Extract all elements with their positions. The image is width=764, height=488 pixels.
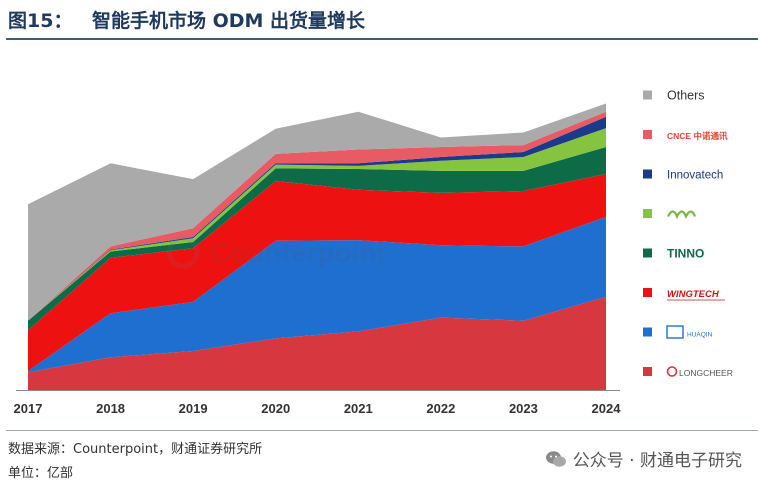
unit-note: 单位：亿部 xyxy=(8,466,74,481)
x-tick-label: 2021 xyxy=(344,401,373,416)
legend-logo-hq-icon xyxy=(666,325,684,339)
x-tick-label: 2020 xyxy=(261,401,290,416)
area-others xyxy=(28,103,606,321)
legend-logo-innovatech: Innovatech xyxy=(667,170,723,182)
legend-swatch xyxy=(643,209,652,218)
figure-number: 图15： xyxy=(8,10,73,32)
legend-entry-others: Others xyxy=(643,89,705,103)
legend-entry-huaqin: HUAQIN xyxy=(643,325,713,339)
x-tick-label: 2023 xyxy=(509,401,538,416)
x-tick-label: 2024 xyxy=(592,401,622,416)
area-tinno xyxy=(28,147,606,331)
wechat-watermark: 公众号 · 财通电子研究 xyxy=(545,446,742,471)
source-note: 数据来源：Counterpoint，财通证券研究所 xyxy=(8,442,263,457)
legend-logo-cnce: CNCE 中诺通讯 xyxy=(667,131,728,141)
legend-logo-longcheer-icon xyxy=(666,366,678,377)
watermark-logo-icon xyxy=(166,235,200,269)
legend-logo-huaqin: HUAQIN xyxy=(687,332,713,339)
x-tick-label: 2018 xyxy=(96,401,125,416)
watermark-text: Counterpoint xyxy=(210,237,386,268)
x-tick-label: 2022 xyxy=(426,401,455,416)
legend-entry-longcheer: LONGCHEER xyxy=(643,366,733,378)
footer-rule xyxy=(6,430,758,431)
legend-label: Others xyxy=(667,89,705,103)
counterpoint-watermark: Counterpoint xyxy=(166,235,386,269)
figure-title: 智能手机市场 ODM 出货量增长 xyxy=(92,10,366,32)
area-cnce xyxy=(28,111,606,321)
area-longcheer-sub xyxy=(28,128,606,321)
legend-swatch xyxy=(643,169,652,179)
wechat-icon xyxy=(545,450,566,467)
area-wingtech xyxy=(28,174,606,372)
legend-entry-cnce: CNCE 中诺通讯 xyxy=(643,130,728,141)
legend-entry-tinno: TINNO xyxy=(643,247,704,261)
legend-swatch xyxy=(643,130,652,139)
legend-swatch xyxy=(643,367,652,376)
title-rule xyxy=(6,38,758,40)
area-huaqin xyxy=(28,216,606,373)
legend-logo-wave-icon xyxy=(667,210,697,220)
wechat-account: 公众号 · 财通电子研究 xyxy=(572,451,742,471)
legend-logo-tinno: TINNO xyxy=(667,247,704,261)
legend-box xyxy=(628,76,742,388)
legend: Others CNCE 中诺通讯 Innovatech TINNO WINGTECH HU… xyxy=(628,76,742,388)
legend-swatch xyxy=(643,288,652,297)
legend-entry-longcheer-sub xyxy=(643,209,697,220)
legend-entry-wingtech: WINGTECH xyxy=(643,288,725,301)
legend-logo-longcheer: LONGCHEER xyxy=(679,368,733,378)
chart-title: 图15： 智能手机市场 ODM 出货量增长 xyxy=(8,6,365,36)
x-tick-label: 2017 xyxy=(14,401,43,416)
legend-logo-wingtech: WINGTECH xyxy=(667,289,720,300)
x-tick-label: 2019 xyxy=(179,401,208,416)
legend-swatch xyxy=(643,90,652,100)
legend-entry-innovatech: Innovatech xyxy=(643,169,723,182)
stacked-area-chart: Counterpoint 2017 2018 2019 2020 2021 2022 2023… xyxy=(14,76,742,416)
legend-swatch xyxy=(643,327,652,337)
legend-swatch xyxy=(643,248,652,258)
area-longcheer xyxy=(28,296,606,390)
